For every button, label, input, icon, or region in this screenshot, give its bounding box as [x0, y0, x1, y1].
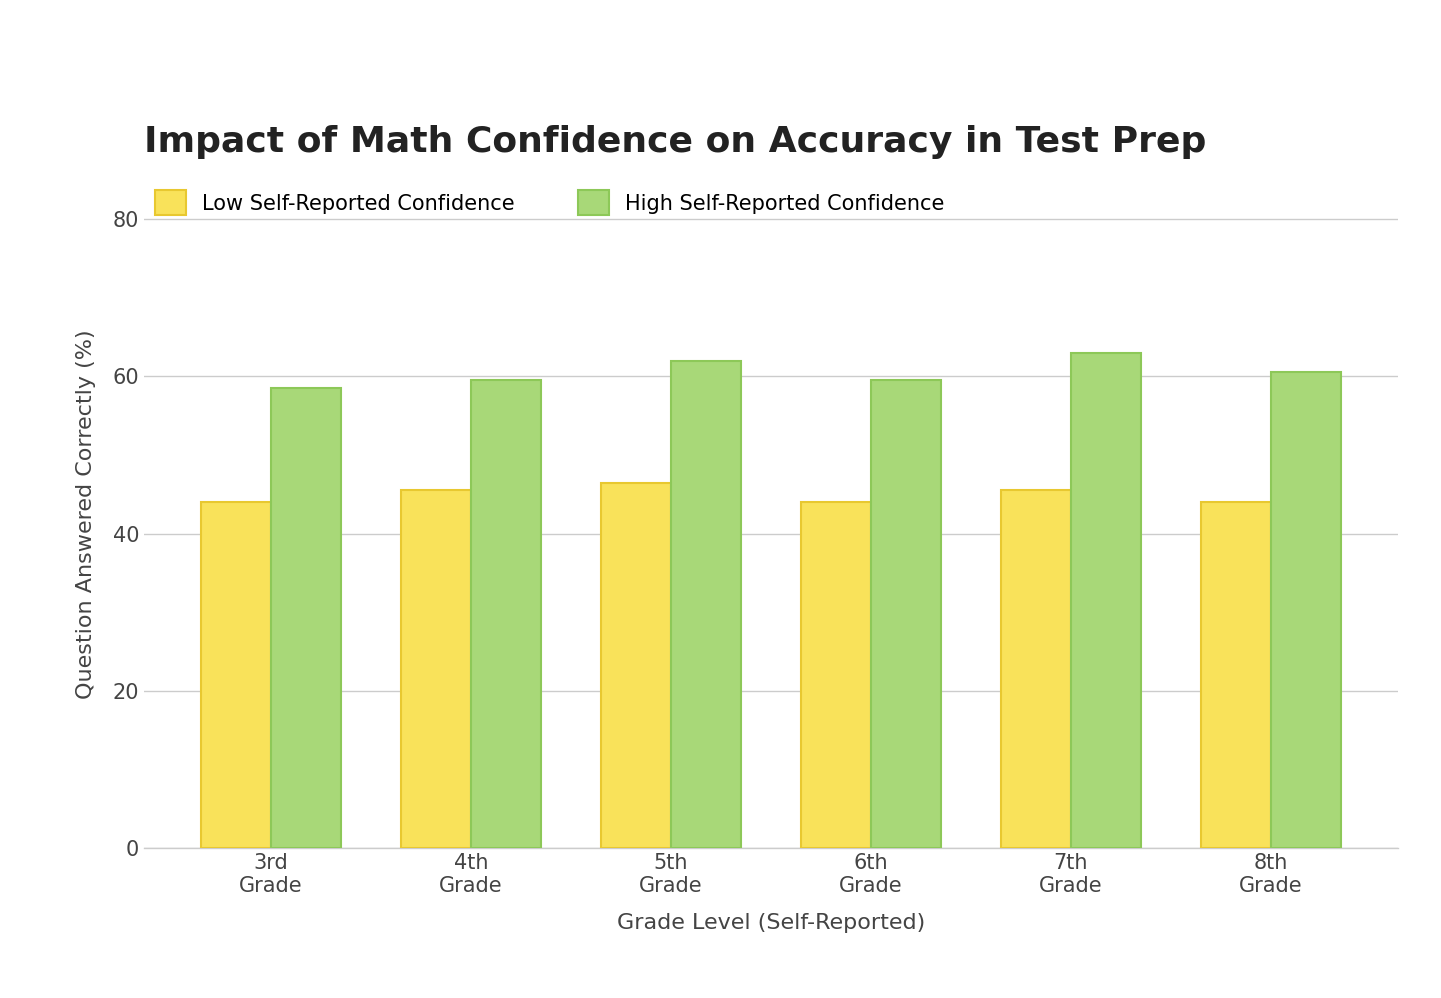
Bar: [471, 380, 540, 848]
Bar: [202, 502, 271, 848]
Bar: [1200, 502, 1271, 848]
Bar: [1001, 490, 1071, 848]
Bar: [401, 490, 471, 848]
Text: Impact of Math Confidence on Accuracy in Test Prep: Impact of Math Confidence on Accuracy in…: [144, 125, 1206, 159]
Bar: [870, 380, 941, 848]
Bar: [271, 388, 342, 848]
X-axis label: Grade Level (Self-Reported): Grade Level (Self-Reported): [617, 913, 925, 933]
Bar: [1271, 372, 1340, 848]
Bar: [1071, 352, 1141, 848]
Bar: [801, 502, 870, 848]
Bar: [601, 482, 672, 848]
Y-axis label: Question Answered Correctly (%): Question Answered Correctly (%): [76, 329, 97, 699]
Bar: [672, 360, 741, 848]
Legend: Low Self-Reported Confidence, High Self-Reported Confidence: Low Self-Reported Confidence, High Self-…: [154, 190, 945, 216]
